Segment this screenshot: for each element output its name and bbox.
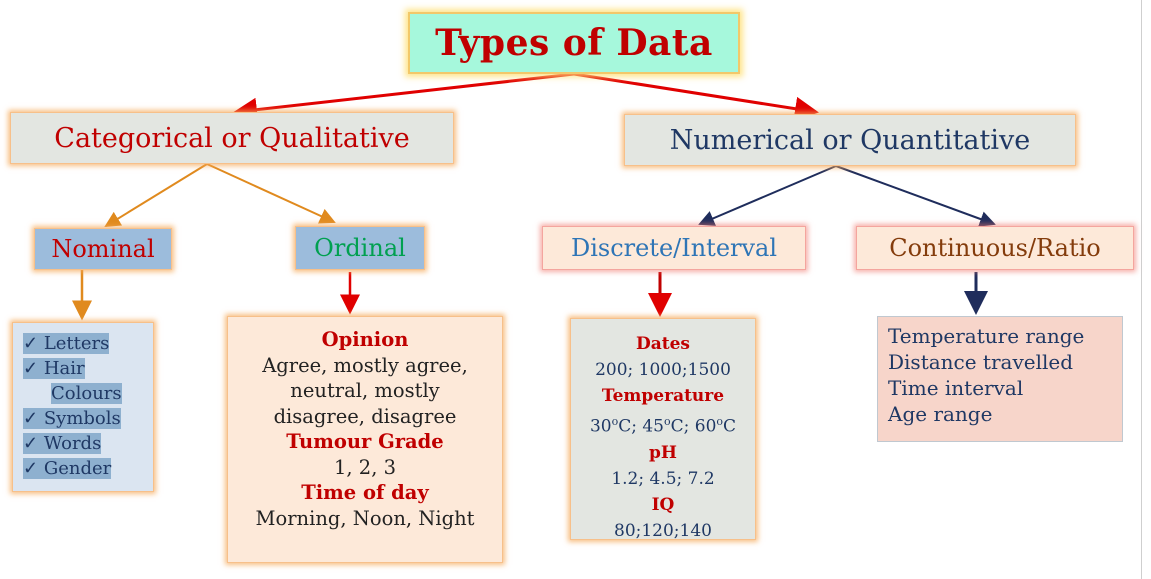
arrow-title-to-numerical [573, 72, 819, 121]
list-item: ✓ Symbols [23, 408, 121, 429]
discrete-box: Discrete/Interval [542, 226, 806, 270]
arrow-categorical-to-ordinal [206, 163, 336, 224]
continuous-examples-box: Temperature range Distance travelled Tim… [877, 316, 1123, 442]
ordinal-box: Ordinal [295, 226, 425, 270]
discrete-label: Discrete/Interval [570, 234, 778, 262]
list-item: ✓ Hair [23, 358, 85, 379]
categorical-label: Categorical or Qualitative [54, 122, 410, 154]
ordinal-text: 1, 2, 3 [333, 455, 396, 479]
discrete-heading-temperature: Temperature [601, 386, 725, 406]
nominal-box: Nominal [34, 228, 172, 270]
list-item: Distance travelled [888, 350, 1074, 374]
continuous-label: Continuous/Ratio [889, 234, 1101, 262]
numerical-label: Numerical or Quantitative [669, 124, 1031, 156]
list-item: Temperature range [888, 324, 1085, 348]
page-title: Types of Data [435, 22, 713, 64]
checkmark-icon: ✓ [23, 358, 39, 379]
discrete-value-temperature: 30oC; 45oC; 60oC [589, 415, 737, 437]
ordinal-heading-opinion: Opinion [321, 328, 409, 351]
ordinal-text: disagree, disagree [273, 404, 457, 428]
list-item: ✓ Gender [23, 458, 112, 479]
title-box: Types of Data [408, 12, 740, 74]
discrete-value: 1.2; 4.5; 7.2 [611, 468, 715, 489]
checkmark-icon: ✓ [23, 333, 39, 354]
list-item: ✓ Letters [23, 333, 110, 354]
checkmark-icon: ✓ [23, 433, 39, 454]
list-item: Colours [51, 383, 122, 404]
ordinal-label: Ordinal [314, 234, 406, 262]
categorical-box: Categorical or Qualitative [10, 112, 454, 164]
arrow-numerical-to-discrete [698, 165, 837, 226]
list-item: Time interval [888, 376, 1024, 400]
discrete-heading-ph: pH [649, 442, 677, 463]
ordinal-heading-tumour-grade: Tumour Grade [286, 430, 444, 453]
checkmark-icon: ✓ [23, 458, 39, 479]
continuous-box: Continuous/Ratio [856, 226, 1134, 270]
nominal-label: Nominal [51, 235, 155, 263]
ordinal-heading-time-of-day: Time of day [301, 481, 429, 504]
arrow-numerical-to-continuous [835, 165, 996, 227]
ordinal-text: Morning, Noon, Night [255, 506, 475, 530]
ordinal-text: Agree, mostly agree, [262, 353, 468, 377]
list-item: Age range [888, 402, 993, 426]
discrete-examples-box: Dates 200; 1000;1500 Temperature 30oC; 4… [570, 318, 756, 541]
arrow-categorical-to-nominal [104, 163, 208, 228]
discrete-heading-dates: Dates [636, 334, 690, 354]
discrete-heading-iq: IQ [651, 494, 675, 515]
checkmark-icon: ✓ [23, 408, 39, 429]
ordinal-examples-box: Opinion Agree, mostly agree, neutral, mo… [227, 316, 503, 563]
nominal-examples-list: ✓ Letters ✓ Hair Colours ✓ Symbols ✓ Wor… [12, 322, 154, 492]
arrow-title-to-categorical [233, 72, 575, 122]
list-item: ✓ Words [23, 433, 102, 454]
discrete-value: 200; 1000;1500 [595, 360, 731, 380]
discrete-value: 80;120;140 [614, 520, 712, 541]
numerical-box: Numerical or Quantitative [624, 114, 1076, 166]
right-edge-line [1141, 0, 1142, 579]
ordinal-text: neutral, mostly [290, 379, 440, 402]
